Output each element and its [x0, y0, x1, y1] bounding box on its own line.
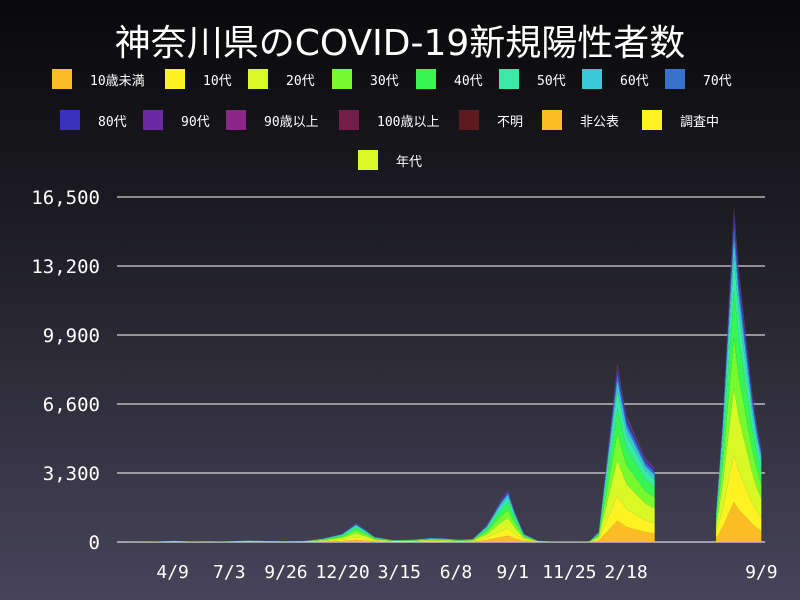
- legend-item[interactable]: 30代: [332, 69, 399, 89]
- x-tick-label: 3/15: [378, 562, 421, 583]
- legend-label: 非公表: [580, 114, 620, 130]
- legend-item[interactable]: 70代: [665, 69, 732, 89]
- chart-title: 神奈川県のCOVID-19新規陽性者数: [114, 23, 686, 64]
- series-area-5: [117, 390, 655, 542]
- legend-item[interactable]: 90歳以上: [226, 110, 319, 130]
- x-tick-label: 12/20: [316, 562, 370, 583]
- legend-swatch: [542, 110, 562, 130]
- series-area-6: [117, 380, 655, 542]
- legend-swatch: [499, 69, 519, 89]
- legend-label: 10歳未満: [90, 73, 145, 89]
- legend-item[interactable]: 不明: [459, 110, 523, 130]
- x-tick-label: 9/9: [745, 562, 778, 583]
- legend-swatch: [143, 110, 163, 130]
- series-area-12: [117, 364, 655, 542]
- series-area-1: [716, 455, 762, 539]
- legend-swatch: [226, 110, 246, 130]
- legend-label: 年代: [396, 154, 423, 170]
- legend-label: 60代: [620, 73, 649, 89]
- legend-label: 90歳以上: [264, 114, 319, 130]
- series-area-8: [117, 367, 655, 542]
- legend-label: 70代: [703, 73, 732, 89]
- legend-item[interactable]: 10代: [165, 69, 232, 89]
- legend-label: 調査中: [680, 114, 720, 130]
- legend-item[interactable]: 年代: [358, 150, 422, 170]
- legend-item[interactable]: 60代: [582, 69, 649, 89]
- y-tick-label: 9,900: [43, 325, 100, 347]
- legend-label: 20代: [286, 73, 315, 89]
- series-area-9: [117, 366, 655, 542]
- legend-swatch: [165, 69, 185, 89]
- series-area-15: [117, 364, 655, 542]
- legend-swatch: [248, 69, 268, 89]
- y-tick-label: 16,500: [31, 187, 100, 209]
- legend-swatch: [582, 69, 602, 89]
- legend-item[interactable]: 調査中: [642, 110, 719, 130]
- legend-item[interactable]: 非公表: [542, 110, 619, 130]
- legend-label: 80代: [98, 114, 127, 130]
- legend-item[interactable]: 80代: [60, 110, 127, 130]
- y-tick-label: 13,200: [31, 256, 100, 278]
- legend-label: 40代: [454, 73, 483, 89]
- x-tick-label: 4/9: [156, 562, 189, 583]
- x-tick-label: 9/1: [496, 562, 529, 583]
- series-area-0: [117, 520, 655, 542]
- legend-swatch: [52, 69, 72, 89]
- legend-item[interactable]: 100歳以上: [339, 110, 439, 130]
- y-tick-label: 6,600: [43, 394, 100, 416]
- series-area-1: [117, 495, 655, 542]
- x-tick-label: 6/8: [440, 562, 473, 583]
- legend-label: 30代: [370, 73, 399, 89]
- legend-swatch: [459, 110, 479, 130]
- legend-item[interactable]: 50代: [499, 69, 566, 89]
- series-area-14: [117, 364, 655, 542]
- series-area-13: [117, 364, 655, 542]
- legend-label: 50代: [537, 73, 566, 89]
- legend-label: 10代: [203, 73, 232, 89]
- x-tick-label: 11/25: [542, 562, 596, 583]
- series-area-2: [117, 460, 655, 542]
- legend-swatch: [339, 110, 359, 130]
- series-area-0: [716, 501, 762, 542]
- legend-item[interactable]: 10歳未満: [52, 69, 145, 89]
- legend-swatch: [60, 110, 80, 130]
- x-tick-label: 9/26: [264, 562, 307, 583]
- series-area-2: [716, 388, 762, 534]
- legend-swatch: [665, 69, 685, 89]
- x-tick-label: 2/18: [604, 562, 647, 583]
- series-area-4: [117, 408, 655, 542]
- legend-label: 100歳以上: [377, 114, 440, 130]
- legend-swatch: [416, 69, 436, 89]
- legend-label: 不明: [497, 114, 524, 130]
- legend-item[interactable]: 40代: [416, 69, 483, 89]
- legend-swatch: [358, 150, 378, 170]
- y-tick-label: 3,300: [43, 463, 100, 485]
- series-area-7: [117, 373, 655, 542]
- legend-swatch: [642, 110, 662, 130]
- legend-item[interactable]: 20代: [248, 69, 315, 89]
- series-area-3: [117, 433, 655, 542]
- legend-item[interactable]: 90代: [143, 110, 210, 130]
- y-tick-label: 0: [89, 532, 100, 554]
- legend-label: 90代: [181, 114, 210, 130]
- series-area-10: [117, 365, 655, 542]
- series-area-11: [117, 364, 655, 542]
- x-tick-label: 7/3: [213, 562, 246, 583]
- legend-swatch: [332, 69, 352, 89]
